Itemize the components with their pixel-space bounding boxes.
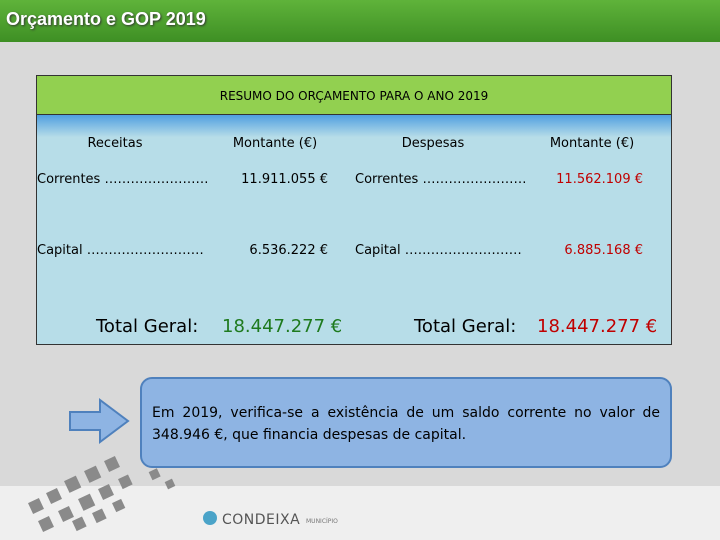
row-label: Capital ………………………: [355, 243, 522, 258]
logo-icon: [203, 511, 217, 525]
slide-title: Orçamento e GOP 2019: [6, 9, 206, 29]
table-title-bar: [36, 75, 672, 115]
column-header: Montante (€): [232, 136, 318, 151]
row-label: Correntes ……………………: [37, 172, 209, 187]
logo-pattern: [28, 456, 176, 532]
logo-tagline: MUNICÍPIO: [306, 518, 338, 525]
amount: 6.536.222 €: [249, 243, 328, 258]
table-header: [37, 115, 671, 152]
column-header: Despesas: [401, 136, 465, 151]
table-title: RESUMO DO ORÇAMENTO PARA O ANO 2019: [219, 89, 489, 103]
amount: 11.562.109 €: [556, 172, 643, 187]
total-label: Total Geral:: [96, 316, 199, 337]
column-header: Montante (€): [549, 136, 635, 151]
amount: 6.885.168 €: [564, 243, 643, 258]
header-bar: [0, 0, 720, 42]
row-label: Capital ………………………: [37, 243, 204, 258]
arrow: [69, 398, 130, 444]
column-header: Receitas: [87, 136, 143, 151]
note-box: [140, 377, 672, 468]
total-amount: 18.447.277 €: [222, 316, 343, 337]
logo-name: CONDEIXA: [222, 512, 301, 528]
total-amount: 18.447.277 €: [537, 316, 658, 337]
amount: 11.911.055 €: [241, 172, 328, 187]
row-label: Correntes ……………………: [355, 172, 527, 187]
note-text: Em 2019, verifica-se a existência de um …: [152, 405, 660, 443]
total-label: Total Geral:: [414, 316, 517, 337]
